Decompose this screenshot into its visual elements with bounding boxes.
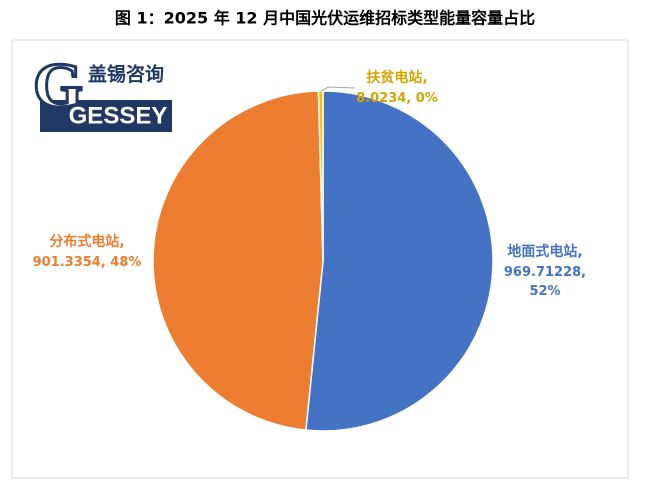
pie-slice xyxy=(305,90,494,432)
leader-line xyxy=(320,86,356,92)
logo-bar xyxy=(40,100,172,132)
slice-category-label: 扶贫电站, xyxy=(366,69,427,86)
slice-value-label: 8.0234, 0% xyxy=(356,91,438,106)
slice-category-label: 地面式电站, xyxy=(507,243,582,260)
logo-g: G xyxy=(33,50,83,121)
pie-slice xyxy=(152,90,324,431)
logo: G 盖锡咨询 GESSEY xyxy=(32,48,172,132)
slice-category-label: 分布式电站, xyxy=(49,233,124,250)
logo-name: 盖锡咨询 xyxy=(88,63,164,86)
chart-title: 图 1：2025 年 12 月中国光伏运维招标类型能量容量占比 xyxy=(115,9,535,28)
slice-value-label: 969.71228, 52% xyxy=(504,265,586,299)
slice-value-label: 901.3354, 48% xyxy=(33,255,142,270)
logo-brand: GESSEY xyxy=(69,102,168,129)
